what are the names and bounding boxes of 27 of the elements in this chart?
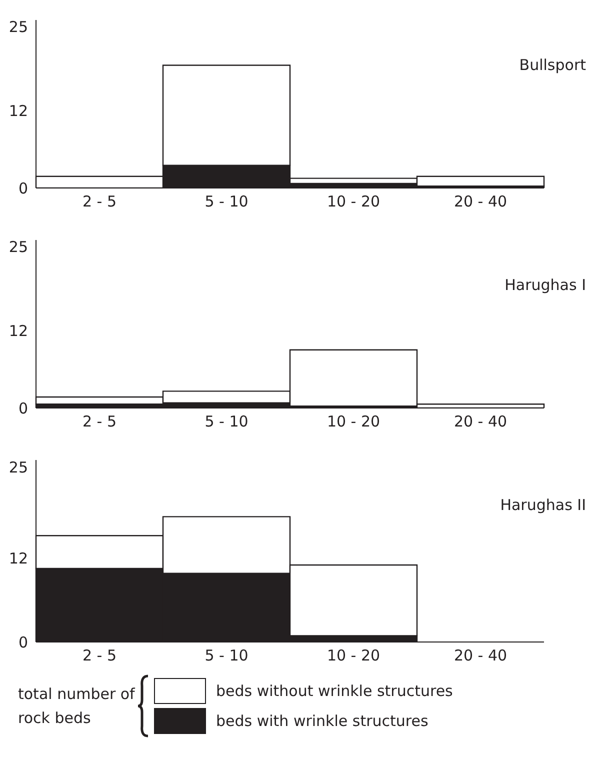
y-tick-label: 0 [18, 399, 28, 418]
x-tick-label: 5 - 10 [204, 192, 248, 211]
x-tick-label: 2 - 5 [82, 412, 117, 431]
legend-title: total number of rock beds [18, 684, 136, 729]
x-tick-label: 10 - 20 [326, 192, 380, 211]
text: Bullsport [519, 56, 586, 74]
y-tick-label: 25 [8, 238, 28, 256]
y-tick-label: 25 [8, 18, 28, 36]
x-tick-label: 5 - 10 [204, 412, 248, 431]
x-tick-label: 5 - 10 [204, 646, 248, 665]
text: Harughas II [500, 496, 586, 514]
x-tick-label: 10 - 20 [326, 646, 380, 665]
x-tick-label: 20 - 40 [454, 412, 508, 431]
x-tick-label: 10 - 20 [326, 412, 380, 431]
y-tick-label: 25 [8, 458, 28, 476]
x-tick-label: 2 - 5 [82, 646, 117, 665]
legend-label: beds without wrinkle structures [216, 682, 453, 700]
x-tick-label: 2 - 5 [82, 192, 117, 211]
y-tick-label: 12 [8, 102, 28, 120]
legend-label: beds with wrinkle structures [216, 712, 428, 730]
x-tick-label: 20 - 40 [454, 192, 508, 211]
x-tick-label: 20 - 40 [454, 646, 508, 665]
y-tick-label: 12 [8, 549, 28, 568]
y-tick-label: 0 [18, 179, 28, 198]
y-tick-label: 0 [18, 633, 28, 652]
y-tick-label: 12 [8, 322, 28, 340]
text: Harughas I [504, 276, 586, 294]
